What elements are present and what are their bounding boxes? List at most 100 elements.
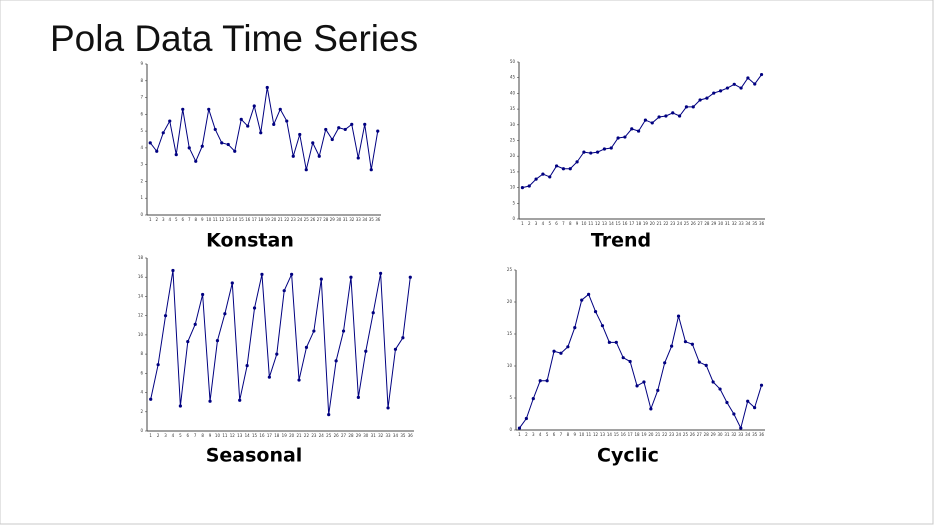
point: [265, 85, 269, 90]
y-tick-label: 0: [140, 428, 143, 433]
point: [663, 361, 667, 365]
y-tick-label: 16: [138, 274, 144, 279]
chart-title: Trend: [591, 230, 651, 252]
point: [739, 86, 743, 90]
point: [304, 345, 309, 349]
x-tick-label: 16: [259, 433, 265, 438]
point: [319, 277, 323, 281]
x-tick-label: 32: [349, 217, 355, 222]
x-tick-label: 33: [356, 217, 362, 222]
x-tick-label: 1: [149, 217, 152, 222]
x-tick-label: 17: [267, 433, 273, 438]
x-tick-label: 11: [586, 432, 592, 437]
x-tick-label: 4: [542, 221, 545, 226]
point: [718, 387, 722, 391]
point: [343, 127, 347, 132]
y-tick-label: 1: [140, 195, 143, 200]
point: [691, 105, 695, 109]
x-tick-label: 34: [362, 217, 368, 222]
x-tick-label: 36: [759, 221, 765, 226]
point: [163, 314, 168, 318]
point: [401, 336, 405, 340]
point: [587, 292, 591, 296]
series-line: [150, 270, 411, 415]
x-tick-label: 26: [310, 217, 316, 222]
x-tick-label: 19: [641, 432, 647, 437]
x-tick-label: 25: [683, 432, 689, 437]
point: [520, 186, 525, 190]
chart-title: Seasonal: [206, 445, 303, 467]
point: [408, 275, 412, 279]
point: [371, 311, 375, 315]
point: [317, 154, 321, 158]
point: [676, 314, 681, 318]
point: [616, 136, 620, 140]
x-tick-label: 24: [676, 432, 682, 437]
point: [705, 96, 709, 100]
y-tick-label: 5: [512, 200, 515, 205]
x-tick-label: 5: [179, 433, 182, 438]
chart-title: Konstan: [206, 230, 294, 252]
x-tick-label: 4: [539, 432, 542, 437]
point: [656, 388, 660, 392]
point: [704, 363, 708, 367]
point: [178, 404, 182, 408]
y-tick-label: 10: [510, 185, 516, 190]
point: [753, 406, 757, 410]
point: [531, 397, 535, 401]
y-tick-label: 12: [138, 313, 144, 318]
x-tick-label: 29: [330, 217, 336, 222]
x-tick-label: 13: [602, 221, 608, 226]
x-tick-label: 5: [546, 432, 549, 437]
point: [278, 107, 282, 111]
x-tick-label: 36: [408, 433, 414, 438]
point: [330, 137, 334, 142]
x-tick-label: 14: [609, 221, 615, 226]
point: [609, 146, 613, 150]
x-tick-label: 8: [201, 433, 204, 438]
point: [636, 129, 641, 133]
y-tick-label: 3: [140, 162, 143, 167]
point: [246, 124, 250, 128]
x-tick-label: 21: [657, 221, 663, 226]
y-tick-label: 15: [507, 331, 513, 336]
x-tick-label: 13: [600, 432, 606, 437]
x-tick-label: 20: [271, 217, 277, 222]
x-tick-label: 12: [593, 432, 599, 437]
x-tick-label: 32: [378, 433, 384, 438]
point: [739, 426, 743, 430]
point: [161, 131, 165, 135]
x-tick-label: 30: [718, 221, 724, 226]
x-tick-label: 6: [187, 433, 190, 438]
x-tick-label: 14: [607, 432, 613, 437]
y-tick-label: 35: [510, 106, 516, 111]
y-tick-label: 25: [510, 138, 516, 143]
point: [356, 156, 360, 160]
point: [697, 360, 701, 364]
point: [379, 271, 383, 275]
x-tick-label: 1: [521, 221, 524, 226]
x-tick-label: 28: [704, 432, 710, 437]
point: [223, 312, 227, 316]
x-tick-label: 22: [284, 217, 290, 222]
point: [600, 324, 605, 328]
x-tick-label: 31: [724, 432, 730, 437]
x-tick-label: 5: [548, 221, 551, 226]
x-tick-label: 23: [311, 433, 317, 438]
point: [684, 105, 689, 109]
x-tick-label: 11: [213, 217, 219, 222]
point: [582, 150, 586, 154]
x-tick-label: 28: [704, 221, 710, 226]
point: [573, 326, 577, 330]
point: [291, 154, 295, 158]
x-tick-label: 6: [553, 432, 556, 437]
x-tick-label: 27: [341, 433, 347, 438]
point: [732, 82, 736, 86]
y-tick-label: 7: [140, 95, 143, 100]
x-tick-label: 15: [252, 433, 258, 438]
point: [649, 407, 653, 411]
x-tick-label: 7: [560, 432, 563, 437]
point: [545, 379, 549, 383]
x-tick-label: 13: [237, 433, 243, 438]
point: [200, 144, 204, 148]
